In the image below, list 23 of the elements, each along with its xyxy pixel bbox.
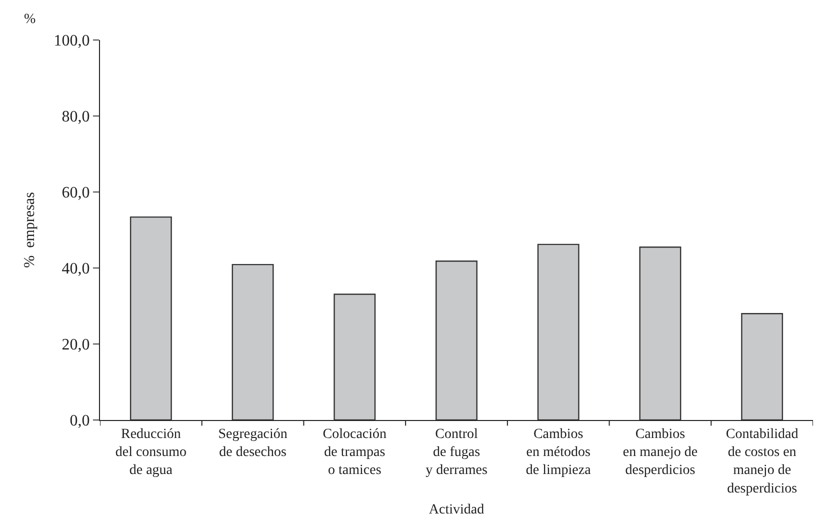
bar — [436, 260, 478, 420]
x-tick-label: Segregación de desechos — [218, 426, 288, 460]
bar — [130, 216, 172, 420]
y-tick-label: 0,0 — [70, 412, 90, 430]
x-tick-label: Cambios en métodos de limpieza — [526, 426, 592, 478]
x-tick-label: Reducción del consumo de agua — [115, 426, 187, 478]
y-axis-title: % empresas — [22, 192, 38, 268]
y-tick-label: 40,0 — [62, 260, 90, 278]
y-tick-label: 20,0 — [62, 336, 90, 354]
x-tick-label: Cambios en manejo de desperdicios — [622, 426, 698, 478]
text: % — [24, 12, 36, 27]
bar — [334, 294, 376, 420]
y-tick-label: 60,0 — [62, 184, 90, 202]
bar — [232, 264, 274, 420]
x-tick-label: Control de fugas y derrames — [426, 426, 488, 478]
y-tick-label: 100,0 — [54, 32, 90, 50]
bar — [639, 246, 682, 420]
bar — [741, 313, 784, 420]
bar — [537, 244, 580, 420]
x-axis-title: Actividad — [428, 502, 484, 518]
x-tick-label: Contabilidad de costos en manejo de desperdicios — [726, 426, 798, 496]
x-tick-label: Colocación de trampas o tamices — [322, 426, 387, 478]
y-tick-label: 80,0 — [62, 108, 90, 126]
